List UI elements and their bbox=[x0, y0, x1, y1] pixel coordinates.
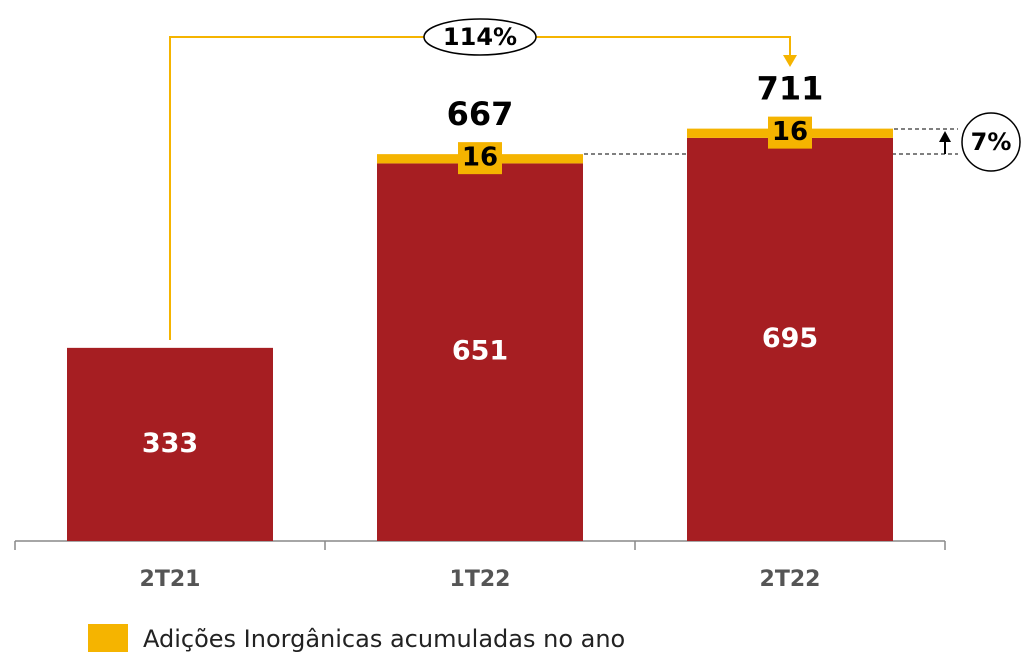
growth-connector: 114% bbox=[169, 18, 797, 340]
value-label: 16 bbox=[772, 117, 808, 147]
value-label: 333 bbox=[142, 428, 198, 459]
value-label-box bbox=[768, 116, 812, 149]
bar-segment bbox=[687, 137, 893, 541]
bar-segment bbox=[377, 163, 583, 542]
value-label: 695 bbox=[762, 323, 818, 354]
delta-indicator: 7% bbox=[584, 112, 1021, 172]
legend-swatch bbox=[88, 624, 128, 652]
connector-arrow bbox=[783, 55, 797, 67]
annotation-ellipse bbox=[423, 18, 537, 56]
annotation-circle bbox=[961, 112, 1021, 172]
value-label: 651 bbox=[452, 336, 508, 367]
x-tick-label: 2T21 bbox=[140, 567, 201, 592]
legend-label: Adições Inorgânicas acumuladas no ano bbox=[143, 625, 625, 653]
annotation: 7% bbox=[971, 128, 1012, 156]
total-label: 667 bbox=[447, 95, 514, 133]
annotation: 114% bbox=[443, 23, 517, 51]
x-tick-label: 1T22 bbox=[450, 567, 511, 592]
x-tick-label: 2T22 bbox=[760, 567, 821, 592]
bar-segment bbox=[67, 347, 273, 541]
total-label: 711 bbox=[757, 70, 824, 108]
value-label-box bbox=[458, 142, 502, 175]
value-label: 16 bbox=[462, 143, 498, 173]
delta-arrow bbox=[939, 131, 951, 142]
